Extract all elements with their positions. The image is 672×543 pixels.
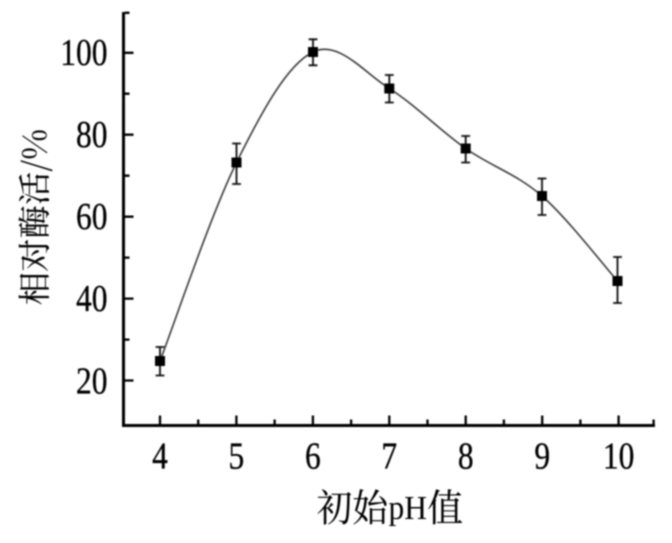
svg-text:40: 40 (76, 277, 107, 320)
svg-text:9: 9 (534, 434, 550, 477)
svg-text:20: 20 (76, 360, 107, 403)
svg-text:7: 7 (381, 434, 397, 477)
svg-text:5: 5 (229, 434, 245, 477)
svg-text:100: 100 (60, 31, 107, 74)
svg-text:4: 4 (152, 434, 168, 477)
svg-text:10: 10 (603, 434, 634, 477)
svg-text:80: 80 (76, 113, 107, 156)
svg-text:60: 60 (76, 195, 107, 238)
svg-text:8: 8 (458, 434, 474, 477)
svg-text:6: 6 (305, 434, 321, 477)
svg-text:pH: pH (388, 490, 427, 527)
